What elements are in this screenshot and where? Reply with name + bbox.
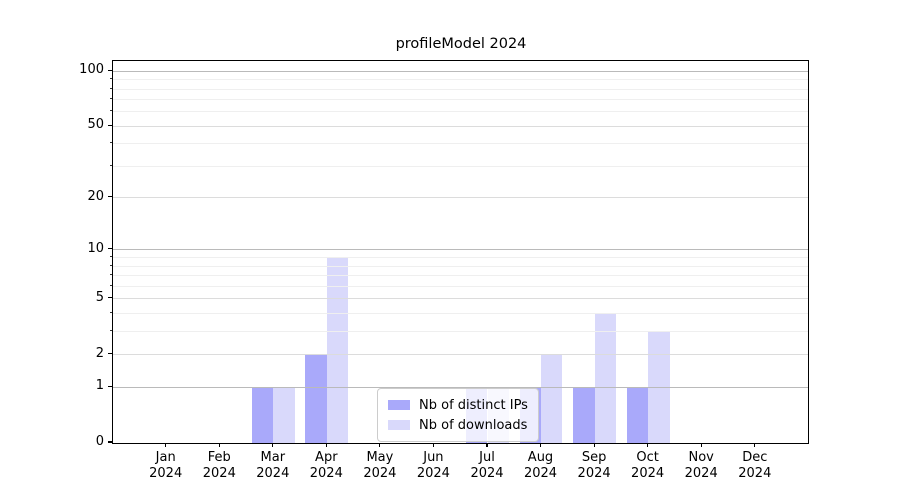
major-gridline <box>113 125 808 127</box>
x-tick-mark <box>218 443 220 447</box>
x-tick-label: Feb 2024 <box>202 450 236 481</box>
minor-gridline <box>113 312 808 314</box>
x-tick-label: Sep 2024 <box>577 450 611 481</box>
y-tick-mark <box>108 124 112 126</box>
x-tick-mark <box>165 443 167 447</box>
x-tick-mark <box>700 443 702 447</box>
bar-distinct-ips-apr <box>305 354 327 443</box>
chart-title: profileModel 2024 <box>395 36 527 52</box>
minor-gridline <box>113 265 808 267</box>
y-tick-label: 0 <box>95 434 104 449</box>
x-tick-mark <box>432 443 434 447</box>
minor-gridline <box>113 79 808 81</box>
y-tick-mark <box>108 385 112 387</box>
y-tick-label: 5 <box>95 289 104 305</box>
y-tick-label: 20 <box>87 188 104 204</box>
bar-distinct-ips-sep <box>573 387 595 443</box>
y-tick-mark <box>108 441 112 443</box>
x-tick-label: Apr 2024 <box>309 450 343 481</box>
legend: Nb of distinct IPs Nb of downloads <box>377 388 539 442</box>
legend-label: Nb of distinct IPs <box>419 397 528 413</box>
x-tick-label: May 2024 <box>363 450 397 481</box>
legend-item: Nb of downloads <box>388 415 528 435</box>
legend-swatch-icon <box>388 400 410 410</box>
minor-gridline <box>113 88 808 90</box>
bar-downloads-aug <box>541 354 563 443</box>
x-tick-label: Nov 2024 <box>684 450 718 481</box>
minor-gridline <box>113 330 808 332</box>
y-minor-tick-mark <box>109 110 112 112</box>
legend-label: Nb of downloads <box>419 417 528 433</box>
legend-item: Nb of distinct IPs <box>388 395 528 415</box>
legend-swatch-icon <box>388 420 410 430</box>
major-gridline <box>113 197 808 199</box>
y-tick-mark <box>108 196 112 198</box>
y-tick-label: 10 <box>87 240 104 256</box>
x-tick-label: Jun 2024 <box>416 450 450 481</box>
y-minor-tick-mark <box>109 78 112 80</box>
major-gridline <box>113 386 808 388</box>
y-minor-tick-mark <box>109 311 112 313</box>
y-minor-tick-mark <box>109 264 112 266</box>
major-gridline <box>113 298 808 300</box>
bar-distinct-ips-mar <box>251 387 274 443</box>
major-gridline <box>113 70 808 72</box>
minor-gridline <box>113 143 808 145</box>
x-tick-mark <box>754 443 756 447</box>
minor-gridline <box>113 111 808 113</box>
x-tick-mark <box>593 443 595 447</box>
x-tick-mark <box>379 443 381 447</box>
major-gridline <box>113 354 808 355</box>
y-minor-tick-mark <box>109 164 112 167</box>
x-tick-label: Jan 2024 <box>149 450 183 481</box>
y-tick-mark <box>108 352 112 355</box>
bar-downloads-sep <box>594 313 616 443</box>
y-tick-label: 1 <box>95 378 104 394</box>
y-minor-tick-mark <box>109 98 112 100</box>
y-tick-mark <box>108 248 112 250</box>
x-tick-label: Jul 2024 <box>470 450 504 481</box>
x-tick-mark <box>539 443 542 447</box>
minor-gridline <box>113 165 808 167</box>
plot-area: Nb of distinct IPs Nb of downloads <box>112 60 809 444</box>
minor-gridline <box>113 285 808 287</box>
x-tick-label: Dec 2024 <box>738 450 772 481</box>
bar-downloads-apr <box>326 257 349 443</box>
x-tick-label: Aug 2024 <box>523 450 558 481</box>
bar-downloads-mar <box>273 387 295 443</box>
y-tick-mark <box>108 69 112 71</box>
x-tick-mark <box>647 443 649 447</box>
x-tick-label: Oct 2024 <box>631 450 665 481</box>
bar-distinct-ips-oct <box>626 387 649 443</box>
x-tick-label: Mar 2024 <box>256 450 290 481</box>
x-tick-mark <box>486 443 488 447</box>
minor-gridline <box>113 99 808 101</box>
y-tick-mark <box>108 297 112 299</box>
x-tick-mark <box>272 443 274 447</box>
y-tick-label: 100 <box>79 62 104 78</box>
x-tick-mark <box>325 443 327 447</box>
y-tick-label: 2 <box>95 345 104 361</box>
y-minor-tick-mark <box>109 256 112 258</box>
y-minor-tick-mark <box>109 274 112 276</box>
minor-gridline <box>113 275 808 276</box>
y-minor-tick-mark <box>109 329 112 331</box>
major-gridline <box>113 249 808 251</box>
y-tick-label: 50 <box>87 117 104 133</box>
y-minor-tick-mark <box>109 87 112 89</box>
minor-gridline <box>113 257 808 258</box>
y-minor-tick-mark <box>109 284 112 286</box>
y-minor-tick-mark <box>109 142 112 144</box>
